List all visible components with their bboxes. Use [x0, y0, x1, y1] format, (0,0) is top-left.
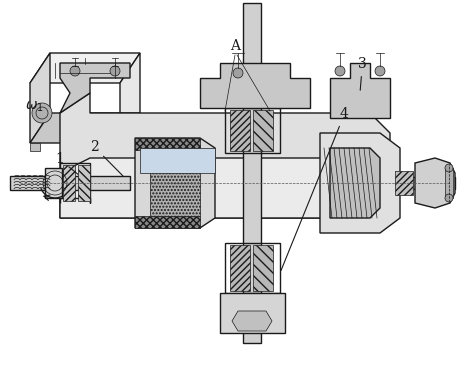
Bar: [78, 165, 90, 201]
Polygon shape: [60, 93, 390, 218]
Polygon shape: [330, 63, 390, 118]
Text: 1: 1: [55, 152, 78, 174]
Bar: [230, 110, 250, 151]
Bar: [105, 143, 115, 151]
Polygon shape: [45, 168, 62, 198]
Circle shape: [335, 66, 345, 76]
Circle shape: [32, 103, 52, 123]
Circle shape: [110, 66, 120, 76]
Polygon shape: [120, 53, 140, 143]
Bar: [135, 216, 200, 228]
Polygon shape: [200, 63, 310, 108]
Polygon shape: [330, 148, 380, 218]
Bar: [150, 150, 200, 216]
Bar: [253, 110, 273, 151]
Polygon shape: [60, 158, 390, 218]
Bar: [230, 245, 250, 291]
Polygon shape: [30, 113, 140, 143]
Polygon shape: [135, 138, 215, 228]
Circle shape: [445, 194, 453, 202]
Bar: [400, 177, 455, 189]
Circle shape: [70, 66, 80, 76]
Polygon shape: [30, 53, 50, 143]
Bar: [63, 165, 75, 201]
Circle shape: [81, 64, 89, 72]
Text: 2: 2: [90, 140, 123, 176]
Bar: [30, 143, 40, 151]
Text: A: A: [230, 39, 240, 53]
Bar: [395, 171, 413, 195]
Bar: [225, 243, 280, 293]
Bar: [253, 245, 273, 291]
Circle shape: [375, 66, 385, 76]
Polygon shape: [415, 158, 455, 208]
Polygon shape: [232, 311, 272, 331]
Bar: [243, 3, 261, 343]
Circle shape: [445, 164, 453, 172]
Polygon shape: [60, 63, 130, 113]
Bar: [220, 293, 285, 333]
Bar: [445, 168, 453, 198]
Polygon shape: [320, 133, 400, 233]
Text: 4: 4: [281, 107, 349, 270]
Polygon shape: [140, 148, 215, 173]
Text: 3: 3: [358, 57, 367, 90]
Bar: [225, 108, 280, 153]
Bar: [135, 138, 200, 150]
Polygon shape: [30, 53, 140, 83]
Text: $\omega_1$: $\omega_1$: [25, 100, 44, 115]
Bar: [10, 176, 130, 190]
Circle shape: [233, 68, 243, 78]
